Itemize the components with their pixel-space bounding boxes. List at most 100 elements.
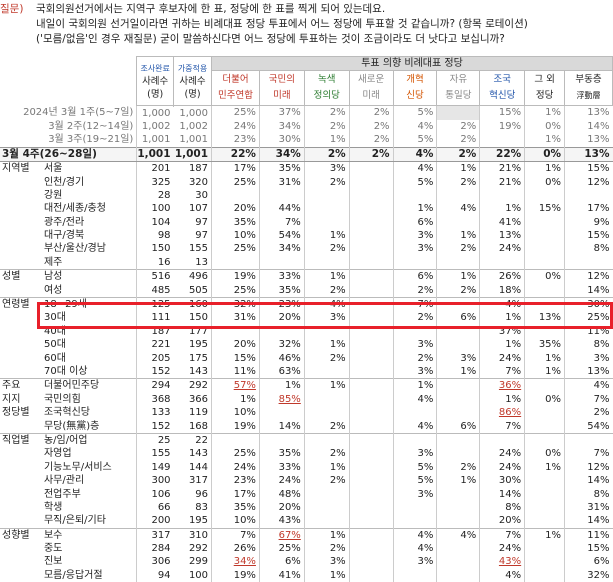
row-category: [0, 514, 34, 528]
cell-party-8: 8%: [564, 242, 613, 256]
row-sublabel: 대전/세종/충청: [43, 203, 106, 215]
row-label: 3월 2주(12~14일): [48, 120, 134, 132]
cell-sample-weighted: 317: [188, 475, 209, 487]
table-row: 진보 306 299 34% 6% 3% 3% 43% 6%: [0, 555, 613, 569]
cell-party-8: 17%: [564, 202, 613, 216]
cell-party-3: [348, 364, 394, 379]
row-category: [0, 311, 34, 324]
row-sublabel: 모름/응답거절: [43, 569, 103, 581]
cell-party-5: [436, 568, 480, 582]
table-row: 대전/세종/충청 100 107 20% 44% 1% 4% 1% 15% 17%: [0, 202, 613, 216]
cell-party-1: [258, 188, 305, 203]
cell-party-7: [524, 432, 565, 448]
cell-party-5: 6%: [436, 419, 480, 434]
cell-party-2: 1%: [303, 378, 350, 393]
cell-party-5: 2%: [436, 283, 480, 298]
cell-party-4: 3%: [392, 447, 437, 461]
cell-party-3: 2%: [348, 133, 394, 148]
cell-party-7: [524, 514, 565, 528]
cell-party-8: 7%: [564, 447, 613, 461]
cell-party-1: 37%: [258, 105, 305, 120]
cell-party-3: [348, 473, 394, 488]
cell-party-1: 35%: [258, 283, 305, 298]
cell-party-3: [348, 514, 394, 528]
cell-party-3: [348, 202, 394, 216]
header-party-5: 자유 통일당: [436, 70, 481, 107]
cell-sample-completed: 1,001: [136, 133, 174, 148]
cell-party-5: [436, 215, 480, 229]
cell-party-6: 22%: [479, 146, 525, 162]
cell-party-1: 48%: [258, 487, 305, 501]
cell-party-6: 7%: [479, 419, 525, 434]
cell-party-0: 35%: [211, 215, 260, 229]
cell-party-7: [524, 228, 565, 243]
cell-party-5: 1%: [436, 473, 480, 488]
row-category: 지역별: [0, 160, 34, 176]
table-row: 부산/울산/경남 150 155 25% 34% 2% 3% 2% 24% 8%: [0, 242, 613, 256]
cell-party-5: 1%: [436, 269, 480, 284]
cell-sample-weighted: 175: [188, 352, 209, 364]
cell-sample-weighted: 496: [173, 269, 212, 284]
cell-sample-completed: 368: [136, 392, 174, 406]
cell-sample-completed: 133: [136, 405, 174, 420]
cell-party-0: 10%: [211, 228, 260, 243]
row-category: [0, 542, 34, 555]
cell-sample-completed: 104: [136, 215, 174, 229]
cell-sample-completed: 1,000: [136, 105, 174, 120]
cell-party-3: [348, 255, 394, 270]
cell-party-1: 34%: [258, 119, 305, 134]
cell-party-2: [303, 255, 350, 270]
row-sublabel: 40대: [43, 325, 66, 337]
cell-party-8: 25%: [564, 311, 613, 325]
table-row: 정당별 조국혁신당 133 119 10% 86% 2%: [0, 405, 613, 420]
cell-party-0: 25%: [211, 105, 260, 120]
cell-party-0: 25%: [211, 283, 260, 298]
cell-party-7: [524, 500, 565, 515]
cell-party-4: 3%: [392, 338, 437, 352]
row-category: [0, 175, 34, 188]
cell-party-7: 1%: [524, 364, 565, 379]
cell-party-5: [436, 500, 480, 515]
cell-party-8: 8%: [564, 487, 613, 501]
cell-party-0: [211, 255, 260, 270]
cell-sample-weighted: 187: [173, 160, 212, 176]
cell-party-5: 4%: [436, 202, 480, 216]
cell-party-2: [303, 432, 350, 448]
cell-party-6: [479, 133, 525, 148]
table-row: 지지 국민의힘 368 366 1% 85% 4% 1% 0% 7%: [0, 392, 613, 406]
row-category: [0, 474, 34, 487]
cell-party-8: 3%: [564, 351, 613, 365]
cell-party-2: [303, 364, 350, 379]
cell-sample-completed: 201: [136, 160, 174, 176]
cell-party-3: 2%: [348, 146, 394, 162]
cell-party-3: [348, 215, 394, 229]
cell-sample-weighted: 97: [195, 216, 209, 228]
row-sublabel: 중도: [43, 543, 63, 555]
question-label: 질문): [0, 3, 24, 15]
row-category: [0, 202, 34, 215]
cell-party-3: [348, 269, 394, 284]
row-category: 지지: [2, 393, 21, 405]
row-label: 3월 4주(26~28일): [0, 146, 137, 162]
row-sublabel: 남성: [33, 269, 137, 284]
row-category: 성향별: [0, 527, 34, 542]
cell-party-3: [348, 500, 394, 515]
row-label: 2024년 3월 1주(5~7일): [23, 107, 134, 119]
cell-party-2: 3%: [303, 160, 350, 176]
cell-sample-completed: 94: [136, 568, 174, 582]
row-category: [0, 419, 34, 433]
cell-party-6: 21%: [479, 160, 525, 176]
cell-party-0: 19%: [211, 269, 260, 284]
cell-party-5: [436, 514, 480, 528]
cell-party-2: [303, 487, 350, 501]
cell-party-7: 1%: [524, 160, 565, 176]
row-category: [0, 216, 34, 229]
cell-party-8: 14%: [564, 119, 613, 134]
cell-party-0: 26%: [211, 541, 260, 556]
cell-party-5: 2%: [436, 133, 480, 148]
cell-sample-completed: 1,001: [136, 146, 174, 162]
cell-party-8: 4%: [564, 378, 613, 393]
table-row: 대구/경북 98 97 10% 54% 1% 3% 1% 13% 15%: [0, 228, 613, 243]
cell-party-1: 20%: [258, 500, 305, 515]
cell-party-8: 6%: [564, 555, 613, 569]
